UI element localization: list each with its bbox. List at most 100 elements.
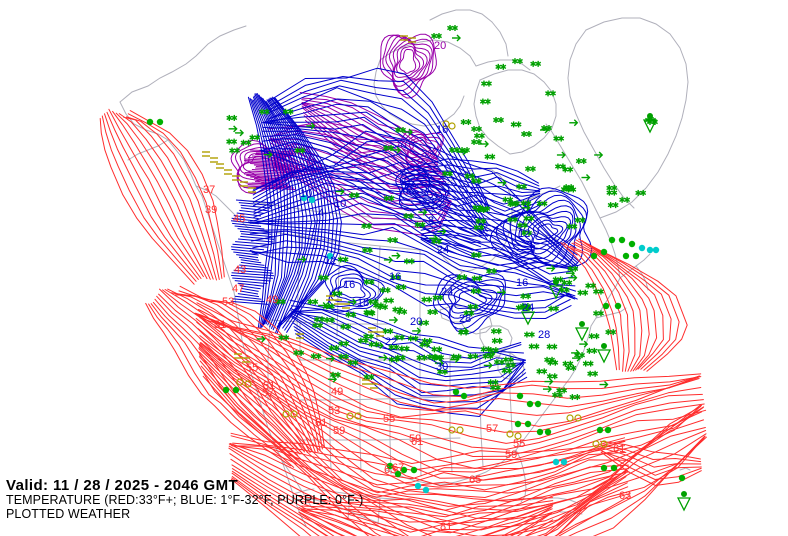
station-snow-symbol: [605, 329, 617, 336]
isotherm-path: [162, 289, 308, 453]
station-blowing-snow-symbol: [235, 129, 245, 137]
isotherm-dense-hatch: [231, 300, 269, 305]
station-snow-symbol: [566, 223, 578, 230]
station-haze-symbol: [368, 327, 376, 333]
isotherm-path: [249, 229, 576, 297]
station-blowing-snow-symbol: [579, 340, 589, 348]
station-snow-symbol: [577, 289, 589, 296]
isotherm-path: [262, 97, 308, 331]
isotherm-dense-hatch: [240, 290, 259, 295]
isotherm-closed-path: [410, 183, 429, 197]
isotherm-path: [421, 229, 535, 249]
station-haze-symbol: [210, 157, 218, 163]
station-snow-symbol: [419, 341, 431, 348]
isotherm-dense-hatch: [234, 295, 262, 300]
contour-label: 53: [222, 296, 234, 308]
station-snow-symbol: [582, 360, 594, 367]
coastline-path: [379, 39, 477, 67]
station-snow-symbol: [414, 221, 426, 228]
station-rain-symbol: [516, 392, 524, 400]
station-snow-symbol: [470, 251, 482, 258]
isotherm-path: [249, 97, 273, 329]
isotherm-path: [301, 107, 440, 178]
station-snow-symbol: [382, 328, 394, 335]
station-blowing-snow-symbol: [328, 375, 338, 383]
station-rain-symbol: [622, 252, 630, 260]
contour-label: 28: [459, 313, 471, 325]
contour-label: 12: [324, 255, 336, 267]
contour-label: 10: [334, 198, 346, 210]
station-haze-symbol: [248, 187, 256, 193]
station-snow-symbol: [426, 353, 438, 360]
station-snow-symbol: [475, 218, 487, 225]
isotherm-path: [199, 354, 707, 536]
isotherm-closed-path: [396, 45, 421, 77]
station-snow-symbol: [278, 334, 290, 341]
station-snow-symbol: [547, 359, 559, 366]
isotherm-closed-path: [437, 275, 505, 330]
isotherm-path: [262, 122, 488, 240]
station-rain-symbol: [156, 118, 164, 126]
station-rain-symbol: [552, 458, 560, 466]
station-snow-symbol: [418, 319, 430, 326]
isotherm-dense-hatch: [251, 182, 289, 186]
isotherm-path: [123, 116, 217, 281]
station-blowing-snow-symbol: [347, 298, 357, 306]
station-rain-symbol: [638, 244, 646, 252]
coastline-path: [585, 17, 689, 219]
contour-label: 67: [392, 462, 404, 474]
isotherm-path: [251, 252, 571, 314]
isotherm-path: [199, 314, 701, 404]
contour-label: 55: [513, 438, 525, 450]
isotherm-path: [108, 108, 204, 278]
station-snow-symbol: [338, 353, 350, 360]
station-blowing-snow-symbol: [565, 269, 575, 277]
isotherm-path: [158, 293, 303, 454]
coastline-path: [269, 319, 391, 325]
station-snow-symbol: [536, 200, 548, 207]
station-snow-symbol: [383, 297, 395, 304]
station-snow-symbol: [553, 135, 565, 142]
station-snow-symbol: [258, 108, 270, 115]
isotherm-path: [156, 295, 301, 455]
station-snow-symbol: [501, 367, 513, 374]
station-blowing-snow-symbol: [383, 256, 393, 264]
station-snow-symbol: [520, 200, 532, 207]
station-rain-symbol: [300, 194, 308, 202]
isotherm-dense-hatch: [233, 215, 259, 220]
station-snow-symbol: [441, 170, 453, 177]
station-snow-symbol: [363, 333, 375, 340]
station-snow-symbol: [249, 134, 261, 141]
contour-label: 51: [263, 380, 275, 392]
isotherm-dense-hatch: [234, 225, 265, 230]
coastline-path: [491, 21, 509, 57]
isotherm-path: [400, 164, 540, 187]
station-snow-symbol: [574, 217, 586, 224]
station-fog-symbol: [574, 414, 582, 422]
map-legend: Valid: 11 / 28 / 2025 - 2046 GMT TEMPERA…: [6, 478, 363, 521]
station-haze-symbol: [216, 163, 224, 169]
contour-label: 61: [613, 443, 625, 455]
station-snow-symbol: [562, 360, 574, 367]
isotherm-dense-hatch: [236, 267, 272, 272]
isotherm-path: [301, 504, 554, 533]
station-blowing-snow-symbol: [335, 187, 345, 195]
isotherm-path: [229, 443, 629, 498]
isotherm-path: [159, 288, 305, 453]
coastline-path: [475, 59, 531, 71]
station-snow-symbol: [368, 341, 380, 348]
station-rain-symbol: [600, 464, 608, 472]
station-snow-symbol: [607, 202, 619, 209]
isotherm-path: [601, 447, 702, 468]
station-blowing-snow-symbol: [497, 288, 507, 296]
coastline-path: [479, 69, 557, 155]
station-snow-symbol: [240, 139, 252, 146]
station-rain-symbol: [596, 426, 604, 434]
station-snow-symbol: [565, 186, 577, 193]
isotherm-closed-path: [442, 278, 502, 325]
isotherm-path: [560, 242, 618, 371]
station-rain-symbol: [614, 302, 622, 310]
isotherm-dense-hatch: [232, 277, 271, 282]
station-blowing-snow-symbol: [318, 301, 328, 309]
station-snow-symbol: [470, 177, 482, 184]
